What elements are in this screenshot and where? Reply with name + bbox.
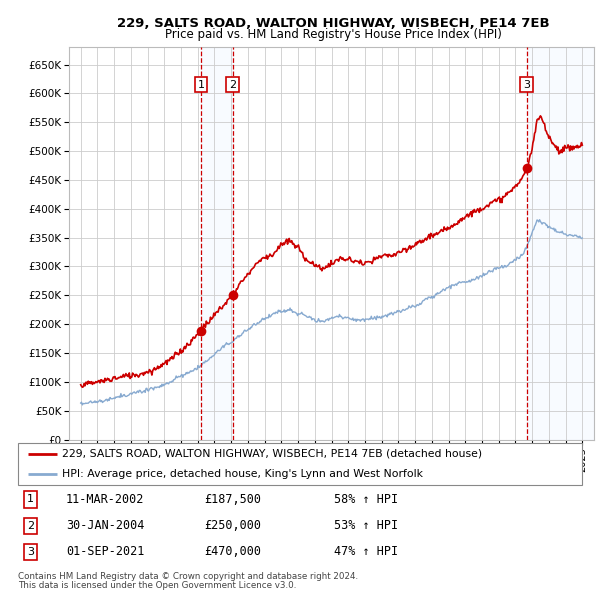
Text: 3: 3: [27, 547, 34, 557]
Text: 47% ↑ HPI: 47% ↑ HPI: [334, 545, 398, 558]
Text: 2: 2: [229, 80, 236, 90]
Text: 53% ↑ HPI: 53% ↑ HPI: [334, 519, 398, 532]
Text: 58% ↑ HPI: 58% ↑ HPI: [334, 493, 398, 506]
Text: 229, SALTS ROAD, WALTON HIGHWAY, WISBECH, PE14 7EB (detached house): 229, SALTS ROAD, WALTON HIGHWAY, WISBECH…: [62, 449, 482, 459]
Bar: [201, 47, 233, 440]
FancyBboxPatch shape: [18, 442, 582, 485]
Text: This data is licensed under the Open Government Licence v3.0.: This data is licensed under the Open Gov…: [18, 581, 296, 589]
Bar: [527, 47, 594, 440]
Text: 229, SALTS ROAD, WALTON HIGHWAY, WISBECH, PE14 7EB: 229, SALTS ROAD, WALTON HIGHWAY, WISBECH…: [116, 17, 550, 30]
Text: £470,000: £470,000: [204, 545, 261, 558]
Text: Contains HM Land Registry data © Crown copyright and database right 2024.: Contains HM Land Registry data © Crown c…: [18, 572, 358, 581]
Text: 11-MAR-2002: 11-MAR-2002: [66, 493, 145, 506]
Text: 30-JAN-2004: 30-JAN-2004: [66, 519, 145, 532]
Text: 2: 2: [27, 521, 34, 530]
Text: 1: 1: [197, 80, 205, 90]
Text: 3: 3: [523, 80, 530, 90]
Text: HPI: Average price, detached house, King's Lynn and West Norfolk: HPI: Average price, detached house, King…: [62, 468, 423, 478]
Text: £250,000: £250,000: [204, 519, 261, 532]
Text: Price paid vs. HM Land Registry's House Price Index (HPI): Price paid vs. HM Land Registry's House …: [164, 28, 502, 41]
Text: 01-SEP-2021: 01-SEP-2021: [66, 545, 145, 558]
Text: £187,500: £187,500: [204, 493, 261, 506]
Text: 1: 1: [27, 494, 34, 504]
